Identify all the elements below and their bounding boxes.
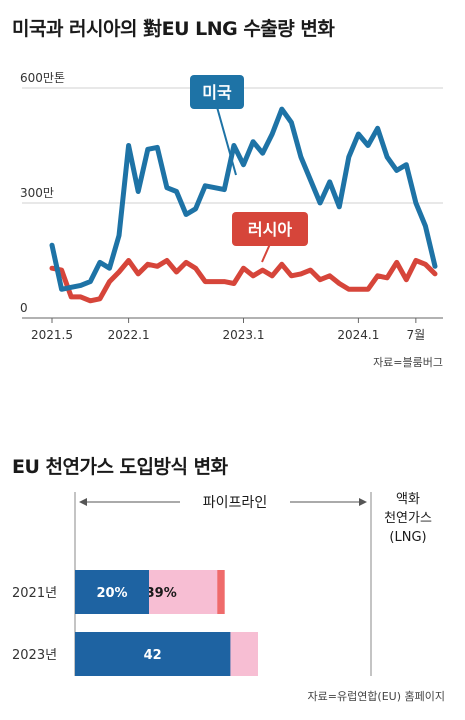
bar-segment-label: 20% [96,586,127,601]
series-line-us [49,106,438,292]
callout-box-us [190,75,244,109]
chart1-series-lines [49,106,438,304]
series-label-russia: 러시아 [248,220,292,239]
x-tick-label: 2024.1 [337,328,379,342]
chart2-source: 자료=유럽연합(EU) 홈페이지 [308,689,446,703]
chart2-title: EU 천연가스 도입방식 변화 [12,456,228,478]
chart1-title: 미국과 러시아의 對EU LNG 수출량 변화 [12,18,335,40]
y-tick-label: 0 [20,301,28,315]
callout-box-russia [232,212,308,246]
chart1-y-ticks: 600만톤 300만 0 [20,71,65,315]
chart2-bars: 2021년러시아산 41%기타 39%20%2023년85042 [12,570,258,676]
row-label: 2021년 [12,586,57,601]
arrowhead-right [359,498,367,506]
x-tick-label: 2023.1 [223,328,265,342]
bar-segment-lng [75,570,149,614]
bar-segment-label: 42 [144,648,162,663]
row-label: 2023년 [12,648,57,663]
pipeline-label: 파이프라인 [203,495,267,511]
x-tick-label: 2021.5 [31,328,73,342]
arrowhead-left [79,498,87,506]
lng-header-line: 천연가스 [384,511,432,526]
chart1-x-axis: 2021.5 2022.1 2023.1 2024.1 7월 [22,317,443,342]
x-tick-label: 7월 [407,328,426,342]
y-tick-label: 600만톤 [20,71,65,85]
series-label-us: 미국 [202,83,232,102]
callout-pointer-us [216,106,237,176]
bar-segment-lng [75,632,231,676]
chart1-source: 자료=블룸버그 [373,356,443,369]
lng-header-line: (LNG) [389,530,426,545]
callout-pointer-russia [261,243,271,263]
y-tick-label: 300만 [20,186,54,200]
series-line-russia [49,258,438,304]
lng-header-line: 액화 [396,492,420,507]
x-tick-label: 2022.1 [108,328,150,342]
